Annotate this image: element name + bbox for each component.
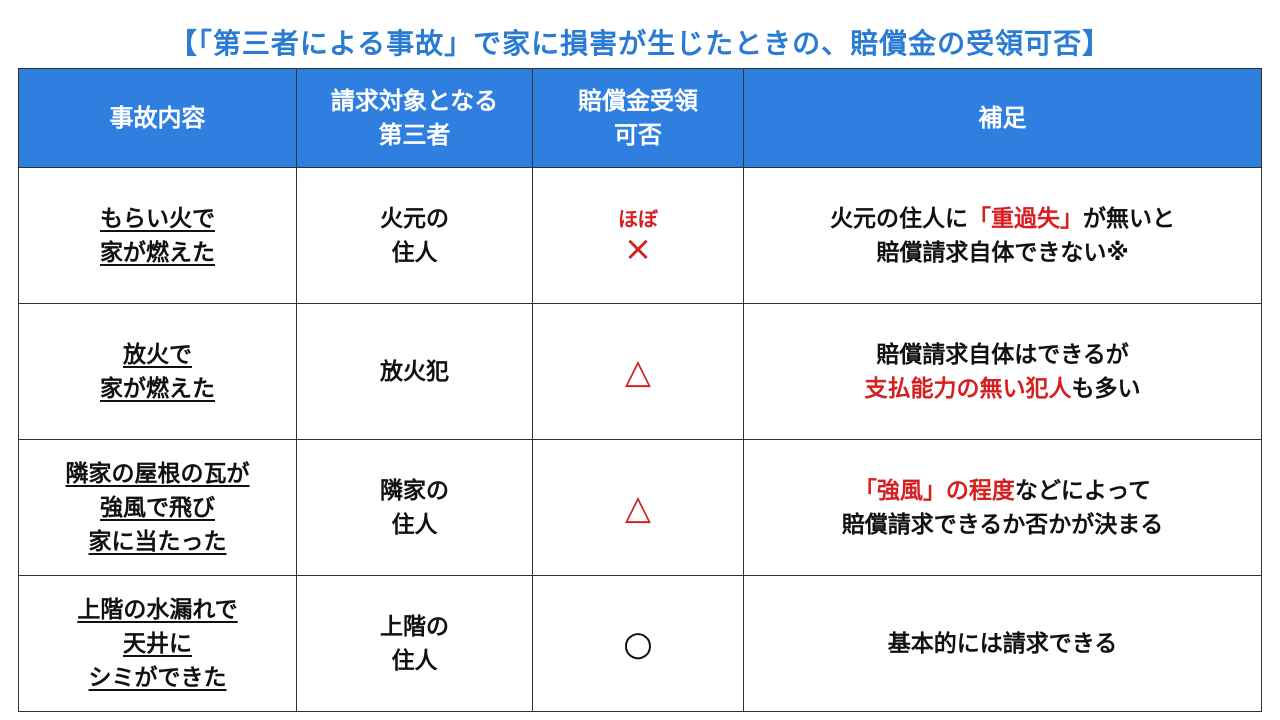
page-title: 【「第三者による事故」で家に損害が生じたときの、賠償金の受領可否】 xyxy=(168,27,1112,60)
table-row: 放火で家が燃えた 放火犯 △ 賠償請求自体はできるが支払能力の無い犯人も多い xyxy=(18,303,1262,440)
note-line: 「強風」の程度などによって xyxy=(744,474,1261,508)
result-mark: × xyxy=(623,228,653,269)
note-text: などによって xyxy=(1014,477,1152,504)
accident-line: 家に当たった xyxy=(88,528,227,555)
note-text: 賠償請求できるか否かが決まる xyxy=(841,511,1164,538)
note-highlight: 支払能力の無い犯人 xyxy=(864,375,1072,402)
result-mark: ○ xyxy=(623,623,653,664)
note-cell: 火元の住人に「重過失」が無いと賠償請求自体できない※ xyxy=(743,167,1262,304)
note-text: 賠償請求自体はできるが xyxy=(876,341,1129,368)
accident-line: シミができた xyxy=(88,664,227,691)
accident-line: 家が燃えた xyxy=(100,239,215,266)
note-line: 賠償請求自体はできるが xyxy=(744,338,1261,372)
party-cell: 放火犯 xyxy=(296,303,533,440)
accident-line: 天井に xyxy=(123,630,192,657)
party-line: 火元の xyxy=(380,205,449,232)
table-row: もらい火で 家が燃えた 火元の 住人 ほぼ × 火元の住人に「重過失」が無いと 賠償請求自体で… xyxy=(18,167,1262,304)
header-result-line: 賠償金受領 xyxy=(578,87,698,115)
result-prefix: ほぼ xyxy=(618,206,658,231)
note-line: 賠償請求自体できない※ xyxy=(744,236,1261,270)
party-cell: 火元の 住人 xyxy=(296,167,533,304)
party-line: 住人 xyxy=(391,647,438,674)
header-result-line: 可否 xyxy=(614,121,662,149)
note-line: 基本的には請求できる xyxy=(744,627,1261,661)
note-highlight: 「強風」の程度 xyxy=(853,477,1015,504)
table-row: 隣家の屋根の瓦が 強風で飛び 家に当たった 隣家の 住人 △ 「強風」の程度などによって 賠償… xyxy=(18,439,1262,576)
accident-cell: 上階の水漏れで 天井にシミができた xyxy=(18,575,297,712)
party-cell: 上階の 住人 xyxy=(296,575,533,712)
note-text: 基本的には請求できる xyxy=(887,630,1118,657)
note-line: 支払能力の無い犯人も多い xyxy=(744,372,1261,406)
result-cell: ほぼ × xyxy=(532,167,744,304)
header-party-line: 請求対象となる xyxy=(330,87,499,115)
note-text: も多い xyxy=(1071,375,1141,402)
note-text: 賠償請求自体できない※ xyxy=(876,239,1129,266)
result-mark: △ xyxy=(624,351,652,392)
accident-line: 隣家の屋根の瓦が xyxy=(65,460,250,487)
result-mark: △ xyxy=(624,487,652,528)
party-line: 隣家の xyxy=(380,477,449,504)
header-note: 補足 xyxy=(743,68,1262,168)
note-cell: 基本的には請求できる xyxy=(743,575,1262,712)
party-cell: 隣家の 住人 xyxy=(296,439,533,576)
header-party: 請求対象となる 第三者 xyxy=(296,68,533,168)
accident-line: 家が燃えた xyxy=(100,375,215,402)
result-cell: ○ xyxy=(532,575,744,712)
note-line: 火元の住人に「重過失」が無いと xyxy=(744,202,1261,236)
table-header-row: 事故内容 請求対象となる 第三者 賠償金受領可否 補足 xyxy=(18,68,1262,168)
accident-line: 放火で xyxy=(123,341,192,368)
header-accident: 事故内容 xyxy=(18,68,297,168)
accident-line: 強風で飛び xyxy=(100,494,215,521)
header-result: 賠償金受領 可否 xyxy=(532,68,744,168)
note-cell: 「強風」の程度などによって賠償請求できるか否かが決まる xyxy=(743,439,1262,576)
result-cell: △ xyxy=(532,439,744,576)
party-line: 住人 xyxy=(391,511,438,538)
party-line: 放火犯 xyxy=(380,358,449,385)
note-highlight: 「重過失」 xyxy=(968,205,1083,232)
note-text: 火元の住人に xyxy=(830,205,968,232)
note-line: 賠償請求できるか否かが決まる xyxy=(744,508,1261,542)
accident-cell: もらい火で家が燃えた xyxy=(18,167,297,304)
accident-line: もらい火で xyxy=(100,205,215,232)
table-row: 上階の水漏れで 天井に シミができた 上階の 住人 ○ 基本的には請求できる xyxy=(18,575,1262,712)
compensation-table: 事故内容 請求対象となる 第三者 賠償金受領 可否 補足 もらい火で 家が燃えた 火元の… xyxy=(18,68,1262,712)
accident-line: 上階の水漏れで xyxy=(77,596,238,623)
header-party-line: 第三者 xyxy=(378,121,451,149)
party-line: 住人 xyxy=(391,239,438,266)
result-cell: △ xyxy=(532,303,744,440)
accident-cell: 隣家の屋根の瓦が 強風で飛び家に当たった xyxy=(18,439,297,576)
party-line: 上階の xyxy=(380,613,449,640)
note-text: が無いと xyxy=(1083,205,1175,232)
accident-cell: 放火で 家が燃えた xyxy=(18,303,297,440)
note-cell: 賠償請求自体はできるが支払能力の無い犯人も多い xyxy=(743,303,1262,440)
